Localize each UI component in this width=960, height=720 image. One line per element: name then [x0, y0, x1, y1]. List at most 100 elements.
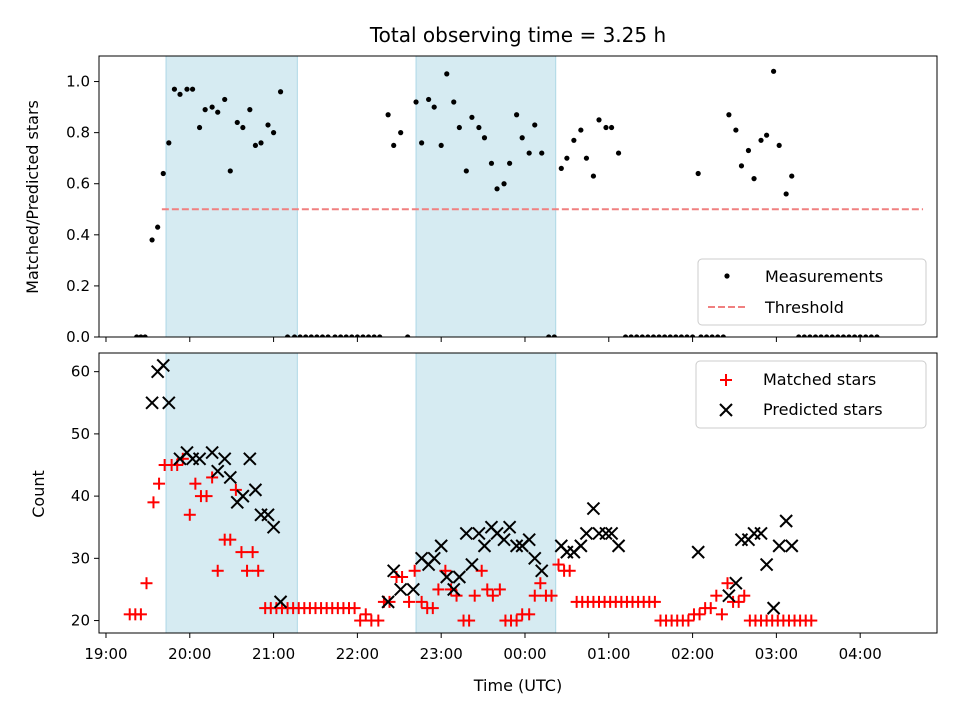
predicted-star-point [785, 539, 799, 553]
measurement-point [551, 334, 557, 337]
measurement-point [532, 122, 538, 128]
measurement-point [818, 334, 824, 337]
measurement-point [796, 334, 802, 337]
matched-star-point [354, 614, 367, 627]
measurement-point [184, 86, 190, 92]
measurement-point [526, 150, 532, 156]
measurement-point [377, 334, 383, 337]
matched-star-point [704, 602, 717, 615]
measurement-point [590, 173, 597, 179]
measurement-point [738, 163, 745, 169]
measurement-point [297, 334, 303, 337]
measurement-point [684, 334, 690, 337]
predicted-star-point [691, 545, 705, 559]
matched-star-point [738, 589, 751, 602]
top-axes-frame [98, 55, 938, 338]
matched-star-point [246, 546, 259, 559]
measurement-point [391, 142, 397, 149]
bottom-shaded-interval [165, 352, 298, 634]
matched-star-point [715, 608, 728, 621]
x-axis-label: Time (UTC) [473, 676, 562, 695]
measurement-point [695, 170, 701, 177]
predicted-star-point [759, 557, 774, 572]
measurement-point [764, 132, 770, 138]
measurement-point [514, 112, 520, 118]
predicted-star-point [592, 526, 606, 541]
predicted-star-point [729, 576, 743, 590]
matched-star-point [415, 595, 428, 608]
top-y-tick-label: 0.8 [66, 124, 90, 142]
legend-matched-marker [720, 374, 732, 386]
measurement-point [413, 99, 419, 105]
predicted-star-point [535, 564, 549, 578]
measurement-point [215, 109, 221, 115]
measurement-point [303, 334, 309, 337]
measurement-point [371, 334, 377, 337]
predicted-star-point [472, 526, 486, 541]
measurement-point [405, 334, 411, 337]
matched-star-point [563, 564, 576, 577]
measurement-point [546, 334, 552, 337]
predicted-star-point [156, 358, 170, 373]
predicted-star-point [560, 545, 574, 559]
matched-star-point [510, 614, 523, 627]
measurement-point [438, 142, 444, 149]
matched-star-point [189, 477, 202, 490]
measurement-point [222, 96, 228, 103]
measurement-point [227, 168, 233, 174]
predicted-star-point [586, 501, 601, 516]
bottom-y-tick-label: 50 [71, 425, 90, 443]
matched-star-point [140, 577, 153, 590]
measurement-point [770, 68, 777, 74]
measurement-point [481, 135, 488, 141]
measurement-point [807, 334, 813, 337]
bottom-y-axis-label: Count [29, 470, 48, 518]
measurement-point [265, 122, 271, 128]
top-y-tick-label: 0.0 [66, 328, 90, 346]
predicted-star-point [162, 396, 176, 410]
x-tick-label: 19:00 [84, 645, 127, 663]
measurement-point [319, 334, 326, 337]
measurement-point [160, 170, 166, 177]
measurement-point [689, 334, 696, 337]
measurement-point [622, 334, 629, 337]
matched-star-point [432, 583, 445, 596]
predicted-star-point [381, 595, 395, 609]
top-y-axis-label: Matched/Predicted stars [23, 100, 42, 294]
matched-star-point [183, 508, 196, 521]
predicted-star-point [217, 452, 232, 466]
measurement-point [824, 334, 830, 337]
bottom-y-tick-label: 30 [71, 549, 90, 567]
measurement-point [134, 334, 140, 337]
matched-star-point [348, 602, 361, 615]
measurement-point [291, 334, 298, 337]
matched-star-point [408, 564, 421, 577]
measurement-point [789, 173, 795, 179]
matched-star-point [396, 571, 409, 583]
measurement-point [758, 137, 764, 143]
top-y-tick-label: 0.2 [66, 277, 90, 295]
top-y-tick-label: 1.0 [66, 73, 90, 91]
measurement-point [846, 334, 852, 337]
measurement-point [252, 142, 259, 149]
measurement-point [258, 140, 264, 146]
x-tick-label: 02:00 [671, 645, 714, 663]
top-panel: 0.0 0.2 0.4 0.6 0.8 1.0 [66, 55, 938, 346]
measurement-point [270, 130, 277, 136]
legend-predicted-marker [719, 403, 733, 417]
predicted-star-point [522, 532, 536, 547]
predicted-star-point [434, 539, 448, 553]
measurement-point [667, 334, 673, 337]
measurement-point [703, 334, 710, 337]
measurement-point [829, 334, 835, 337]
matched-star-point [493, 583, 506, 596]
matched-star-point [805, 614, 818, 627]
bottom-y-tick-label: 20 [71, 612, 90, 630]
measurement-point [571, 137, 577, 143]
x-tick-label: 01:00 [587, 645, 630, 663]
measurement-point [444, 71, 450, 77]
measurement-point [603, 124, 609, 131]
measurement-point [720, 334, 726, 337]
matched-star-point [468, 589, 481, 602]
predicted-star-point [261, 508, 275, 522]
